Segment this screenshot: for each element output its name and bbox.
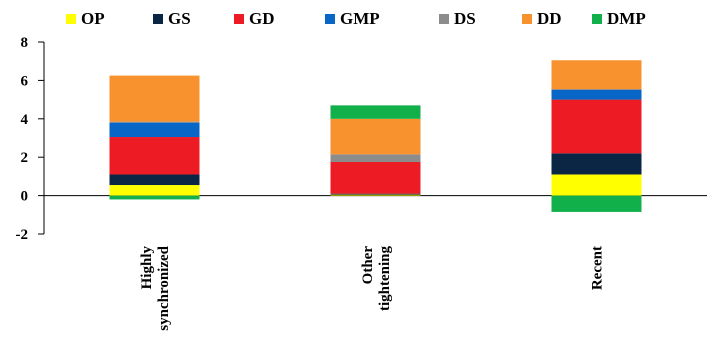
bar-segment-op — [552, 174, 642, 195]
bar-segment-dd — [552, 60, 642, 89]
legend-label-op: OP — [81, 9, 105, 28]
legend-swatch-gmp — [325, 14, 335, 24]
y-tick-label: 0 — [21, 189, 29, 205]
legend-label-dmp: DMP — [607, 9, 646, 28]
legend-swatch-gd — [234, 14, 244, 24]
bar-segment-dmp — [110, 196, 200, 200]
category-label-line: Other — [360, 246, 376, 285]
y-tick-label: -2 — [16, 227, 29, 243]
bar-segment-op — [331, 195, 421, 196]
y-tick-label: 4 — [21, 112, 29, 128]
legend-swatch-dd — [522, 14, 532, 24]
legend-label-gd: GD — [249, 9, 275, 28]
category-label-line: Recent — [590, 246, 606, 290]
bar-segment-gd — [110, 137, 200, 174]
bar-segment-gd — [331, 162, 421, 194]
bar-segment-dd — [110, 76, 200, 122]
bar-segment-gd — [552, 100, 642, 154]
y-tick-label: 8 — [21, 35, 29, 51]
bar-segment-dd — [331, 119, 421, 155]
bar-segment-gs — [331, 194, 421, 195]
y-tick-label: 6 — [21, 73, 29, 89]
legend-label-gs: GS — [168, 9, 191, 28]
bar-segment-ds — [331, 154, 421, 162]
legend-swatch-ds — [439, 14, 449, 24]
category-label-line: synchronized — [156, 245, 172, 330]
bar-segment-gs — [552, 153, 642, 174]
y-tick-label: 2 — [21, 150, 29, 166]
bar-segment-ds — [110, 122, 200, 123]
legend-label-gmp: GMP — [340, 9, 380, 28]
bar-segment-gmp — [110, 123, 200, 137]
bar-segment-gmp — [552, 90, 642, 100]
bar-segment-ds — [552, 89, 642, 90]
category-label-line: Highly — [139, 246, 155, 290]
bar-segment-dmp — [331, 105, 421, 118]
category-label-line: tightening — [377, 246, 393, 312]
legend-swatch-dmp — [592, 14, 602, 24]
legend-label-ds: DS — [454, 9, 476, 28]
legend: OP GS GD GMP DS DD DMP — [66, 9, 646, 28]
bar-segment-op — [110, 185, 200, 196]
legend-swatch-op — [66, 14, 76, 24]
bar-segment-gs — [110, 174, 200, 185]
category-label: Recent — [590, 246, 606, 290]
legend-label-dd: DD — [537, 9, 562, 28]
bar-segment-dmp — [552, 196, 642, 212]
bars — [110, 60, 642, 212]
legend-swatch-gs — [153, 14, 163, 24]
